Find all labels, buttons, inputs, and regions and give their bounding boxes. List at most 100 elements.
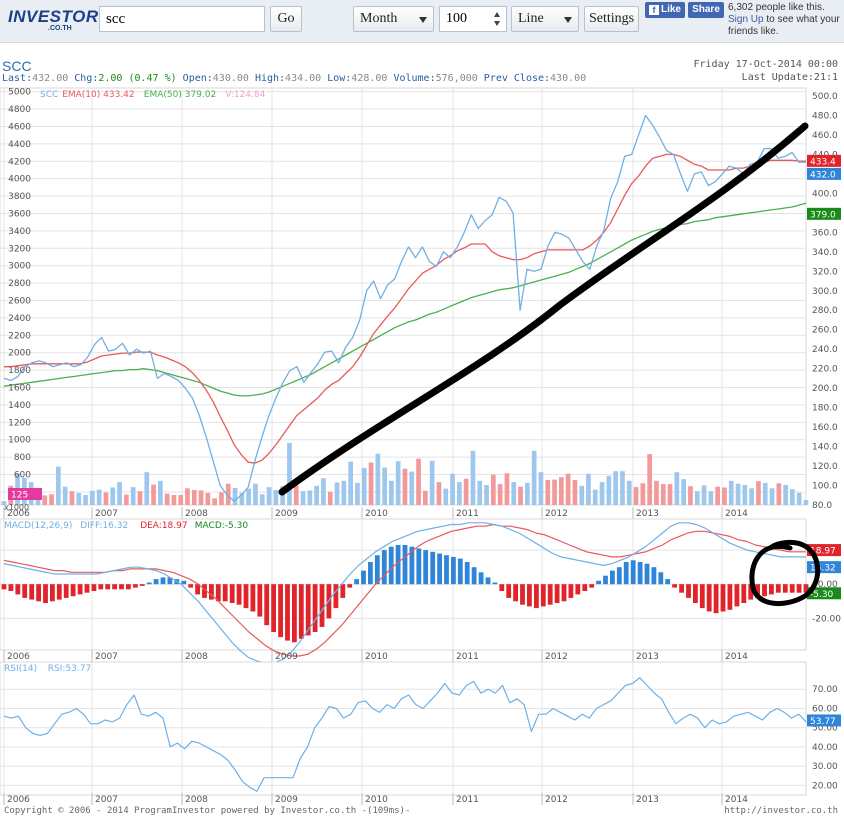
macd-bar	[22, 584, 28, 598]
volume-bar	[708, 491, 714, 505]
year-label: 2007	[95, 509, 118, 519]
macd-bar	[243, 584, 249, 609]
macd-bar	[782, 584, 788, 593]
macd-bar	[430, 551, 436, 585]
macd-bar	[630, 560, 636, 585]
stepper-down-icon[interactable]	[494, 21, 500, 26]
settings-button[interactable]: Settings	[584, 6, 639, 32]
volume-bar	[103, 492, 109, 505]
macd-bar	[340, 584, 346, 598]
volume-bar	[715, 486, 720, 505]
volume-marker: 125	[11, 491, 28, 501]
price-axis-label: 360.0	[812, 228, 838, 238]
volume-bar	[592, 489, 598, 505]
year-label: 2013	[636, 509, 659, 519]
price-axis-label: 460.0	[812, 131, 838, 141]
volume-bar	[348, 461, 353, 505]
volume-bar	[124, 494, 129, 505]
year-label: 2012	[545, 795, 568, 805]
macd-bar	[56, 584, 62, 600]
year-label: 2012	[545, 652, 568, 662]
volume-bar	[694, 491, 700, 505]
volume-bar	[96, 489, 102, 505]
price-axis-label: 180.0	[812, 404, 838, 414]
quote-header: SCC Last:432.00 Chg:2.00 (0.47 %) Open:4…	[0, 58, 844, 88]
macd-bar	[478, 572, 484, 585]
volume-bar	[171, 495, 177, 505]
volume-bar	[701, 485, 707, 505]
macd-panel: -20.0000.0020.00200620072008200920102011…	[0, 518, 841, 664]
volume-axis-label: 3400	[8, 227, 31, 237]
macd-bar	[686, 584, 691, 598]
volume-bar	[144, 472, 150, 505]
macd-bar	[568, 584, 574, 598]
macd-bar	[713, 584, 719, 614]
facebook-like-text: 6,302 people like this. Sign Up to see w…	[728, 2, 842, 38]
count-stepper[interactable]: 100	[439, 6, 507, 32]
volume-bar	[246, 488, 251, 505]
copyright-text: Copyright © 2006 - 2014 ProgramInvestor …	[4, 806, 411, 816]
macd-bar	[589, 584, 595, 588]
year-label: 2007	[95, 652, 118, 662]
volume-bar	[402, 468, 408, 505]
macd-marker-box	[807, 587, 841, 600]
price-axis-label: 480.0	[812, 112, 838, 122]
macd-bar	[43, 584, 48, 603]
symbol-input[interactable]: scc	[99, 6, 265, 32]
volume-bar	[559, 477, 564, 505]
volume-axis-label: 4000	[8, 175, 31, 185]
macd-bar	[209, 584, 214, 600]
go-button[interactable]: Go	[270, 6, 302, 32]
volume-axis-label: 3800	[8, 192, 31, 202]
macd-bar	[554, 584, 560, 603]
rsi-panel-frame	[0, 661, 807, 796]
rsi-axis-label: 20.00	[812, 781, 838, 791]
macd-bar	[582, 584, 588, 591]
volume-axis-label: 4600	[8, 123, 31, 133]
volume-bar	[287, 442, 292, 505]
chart-type-select[interactable]: Line	[511, 6, 579, 32]
price-axis-label: 100.0	[812, 482, 838, 492]
ema50-marker: 379.0	[810, 210, 836, 220]
volume-bar	[280, 486, 285, 505]
volume-bar	[178, 495, 184, 505]
macd-bar	[298, 584, 304, 639]
macd-bar	[153, 579, 159, 585]
facebook-share-button[interactable]: Share	[688, 2, 724, 18]
facebook-like-count: 6,302 people like this.	[728, 2, 825, 13]
macd-bar	[423, 550, 429, 585]
year-label: 2014	[725, 509, 748, 519]
volume-bar	[361, 467, 367, 505]
price-axis-label: 320.0	[812, 267, 838, 277]
macd-bar	[775, 584, 781, 593]
investor-logo[interactable]: INVESTOR .CO.TH	[8, 7, 98, 35]
macd-bar	[796, 584, 802, 593]
macd-bar	[388, 546, 394, 585]
stepper-up-icon[interactable]	[494, 12, 500, 17]
volume-bar	[728, 480, 734, 505]
volume-key: Volume:	[393, 73, 436, 84]
year-label: 2012	[545, 509, 568, 519]
facebook-signup-link[interactable]: Sign Up	[728, 14, 764, 25]
macd-bar	[139, 584, 145, 586]
year-label: 2009	[275, 509, 298, 519]
last-key: Last:	[2, 73, 33, 84]
facebook-like-button[interactable]: f Like	[645, 2, 685, 18]
price-axis-label: 400.0	[812, 189, 838, 199]
volume-bar	[185, 488, 190, 505]
volume-bar	[531, 450, 537, 505]
price-axis-label: 220.0	[812, 365, 838, 375]
logo-subtext: .CO.TH	[48, 25, 72, 32]
volume-bar	[633, 487, 639, 505]
period-select[interactable]: Month	[353, 6, 434, 32]
macd-bar	[181, 580, 187, 585]
footer-url-link[interactable]: http://investor.co.th	[724, 806, 838, 816]
volume-axis-label: 2600	[8, 297, 31, 307]
year-label: 2010	[365, 652, 388, 662]
chg-value: 2.00 (0.47 %)	[98, 73, 177, 84]
volume-bar	[436, 482, 442, 505]
volume-axis-label: 2000	[8, 349, 31, 359]
volume-bar	[565, 473, 571, 505]
macd-bar	[513, 584, 518, 602]
